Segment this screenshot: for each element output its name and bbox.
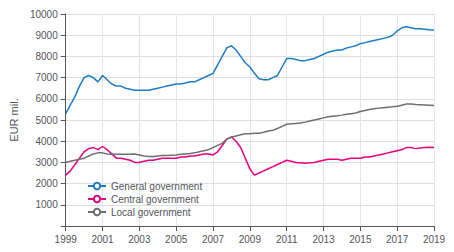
svg-text:9000: 9000 bbox=[35, 30, 58, 41]
svg-text:2000: 2000 bbox=[35, 178, 58, 189]
svg-text:General government: General government bbox=[111, 181, 202, 192]
svg-text:2005: 2005 bbox=[165, 234, 188, 245]
svg-text:2015: 2015 bbox=[349, 234, 372, 245]
svg-text:2009: 2009 bbox=[239, 234, 262, 245]
svg-text:2011: 2011 bbox=[276, 234, 298, 245]
svg-text:2019: 2019 bbox=[423, 234, 446, 245]
svg-text:1999: 1999 bbox=[55, 234, 78, 245]
svg-text:5000: 5000 bbox=[35, 115, 58, 126]
svg-text:8000: 8000 bbox=[35, 51, 58, 62]
svg-text:4000: 4000 bbox=[35, 136, 58, 147]
svg-text:1000: 1000 bbox=[35, 199, 58, 210]
svg-text:Central government: Central government bbox=[111, 194, 199, 205]
svg-text:3000: 3000 bbox=[35, 157, 58, 168]
svg-text:EUR mil.: EUR mil. bbox=[8, 98, 20, 141]
svg-text:6000: 6000 bbox=[35, 93, 58, 104]
svg-text:2003: 2003 bbox=[128, 234, 151, 245]
svg-text:2001: 2001 bbox=[91, 234, 114, 245]
svg-text:7000: 7000 bbox=[35, 72, 58, 83]
svg-text:2007: 2007 bbox=[202, 234, 225, 245]
svg-text:2017: 2017 bbox=[386, 234, 409, 245]
svg-text:Local government: Local government bbox=[111, 207, 191, 218]
svg-text:10000: 10000 bbox=[30, 9, 58, 20]
svg-text:2013: 2013 bbox=[312, 234, 335, 245]
